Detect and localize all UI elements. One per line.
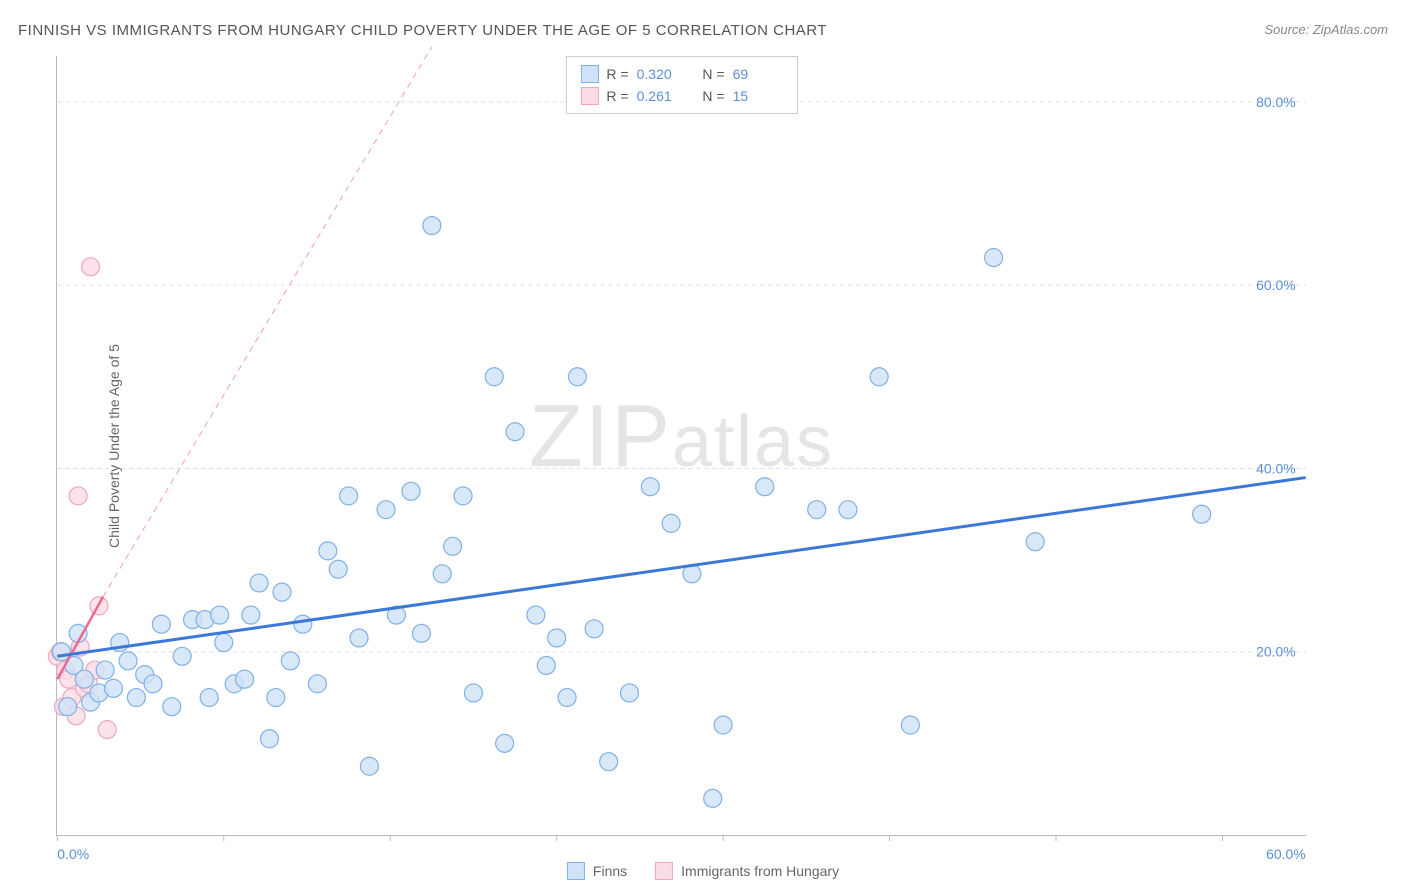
svg-text:20.0%: 20.0% bbox=[1256, 644, 1296, 660]
legend-label-finns: Finns bbox=[593, 863, 627, 879]
r-value-hungary: 0.261 bbox=[637, 88, 687, 104]
chart-title: FINNISH VS IMMIGRANTS FROM HUNGARY CHILD… bbox=[18, 22, 827, 39]
n-label: N = bbox=[695, 88, 725, 104]
stats-row-hungary: R = 0.261 N = 15 bbox=[580, 85, 782, 107]
svg-text:0.0%: 0.0% bbox=[57, 846, 89, 862]
n-value-finns: 69 bbox=[733, 66, 783, 82]
swatch-hungary-icon bbox=[655, 862, 673, 880]
r-label: R = bbox=[606, 88, 628, 104]
stats-row-finns: R = 0.320 N = 69 bbox=[580, 63, 782, 85]
r-label: R = bbox=[606, 66, 628, 82]
svg-text:60.0%: 60.0% bbox=[1266, 846, 1306, 862]
stats-legend: R = 0.320 N = 69 R = 0.261 N = 15 bbox=[565, 56, 797, 114]
legend-item-finns: Finns bbox=[567, 862, 627, 880]
plot-svg: 20.0%40.0%60.0%80.0%0.0%60.0% bbox=[57, 56, 1306, 835]
swatch-hungary bbox=[580, 87, 598, 105]
svg-text:80.0%: 80.0% bbox=[1256, 94, 1296, 110]
n-value-hungary: 15 bbox=[733, 88, 783, 104]
source-label: Source: ZipAtlas.com bbox=[1264, 22, 1388, 37]
bottom-legend: Finns Immigrants from Hungary bbox=[567, 862, 839, 880]
legend-item-hungary: Immigrants from Hungary bbox=[655, 862, 839, 880]
legend-label-hungary: Immigrants from Hungary bbox=[681, 863, 839, 879]
chart-container: FINNISH VS IMMIGRANTS FROM HUNGARY CHILD… bbox=[0, 0, 1406, 892]
svg-text:40.0%: 40.0% bbox=[1256, 460, 1296, 476]
r-value-finns: 0.320 bbox=[637, 66, 687, 82]
n-label: N = bbox=[695, 66, 725, 82]
swatch-finns bbox=[580, 65, 598, 83]
plot-area: ZIPatlas 20.0%40.0%60.0%80.0%0.0%60.0% R… bbox=[56, 56, 1306, 836]
svg-text:60.0%: 60.0% bbox=[1256, 277, 1296, 293]
swatch-finns-icon bbox=[567, 862, 585, 880]
